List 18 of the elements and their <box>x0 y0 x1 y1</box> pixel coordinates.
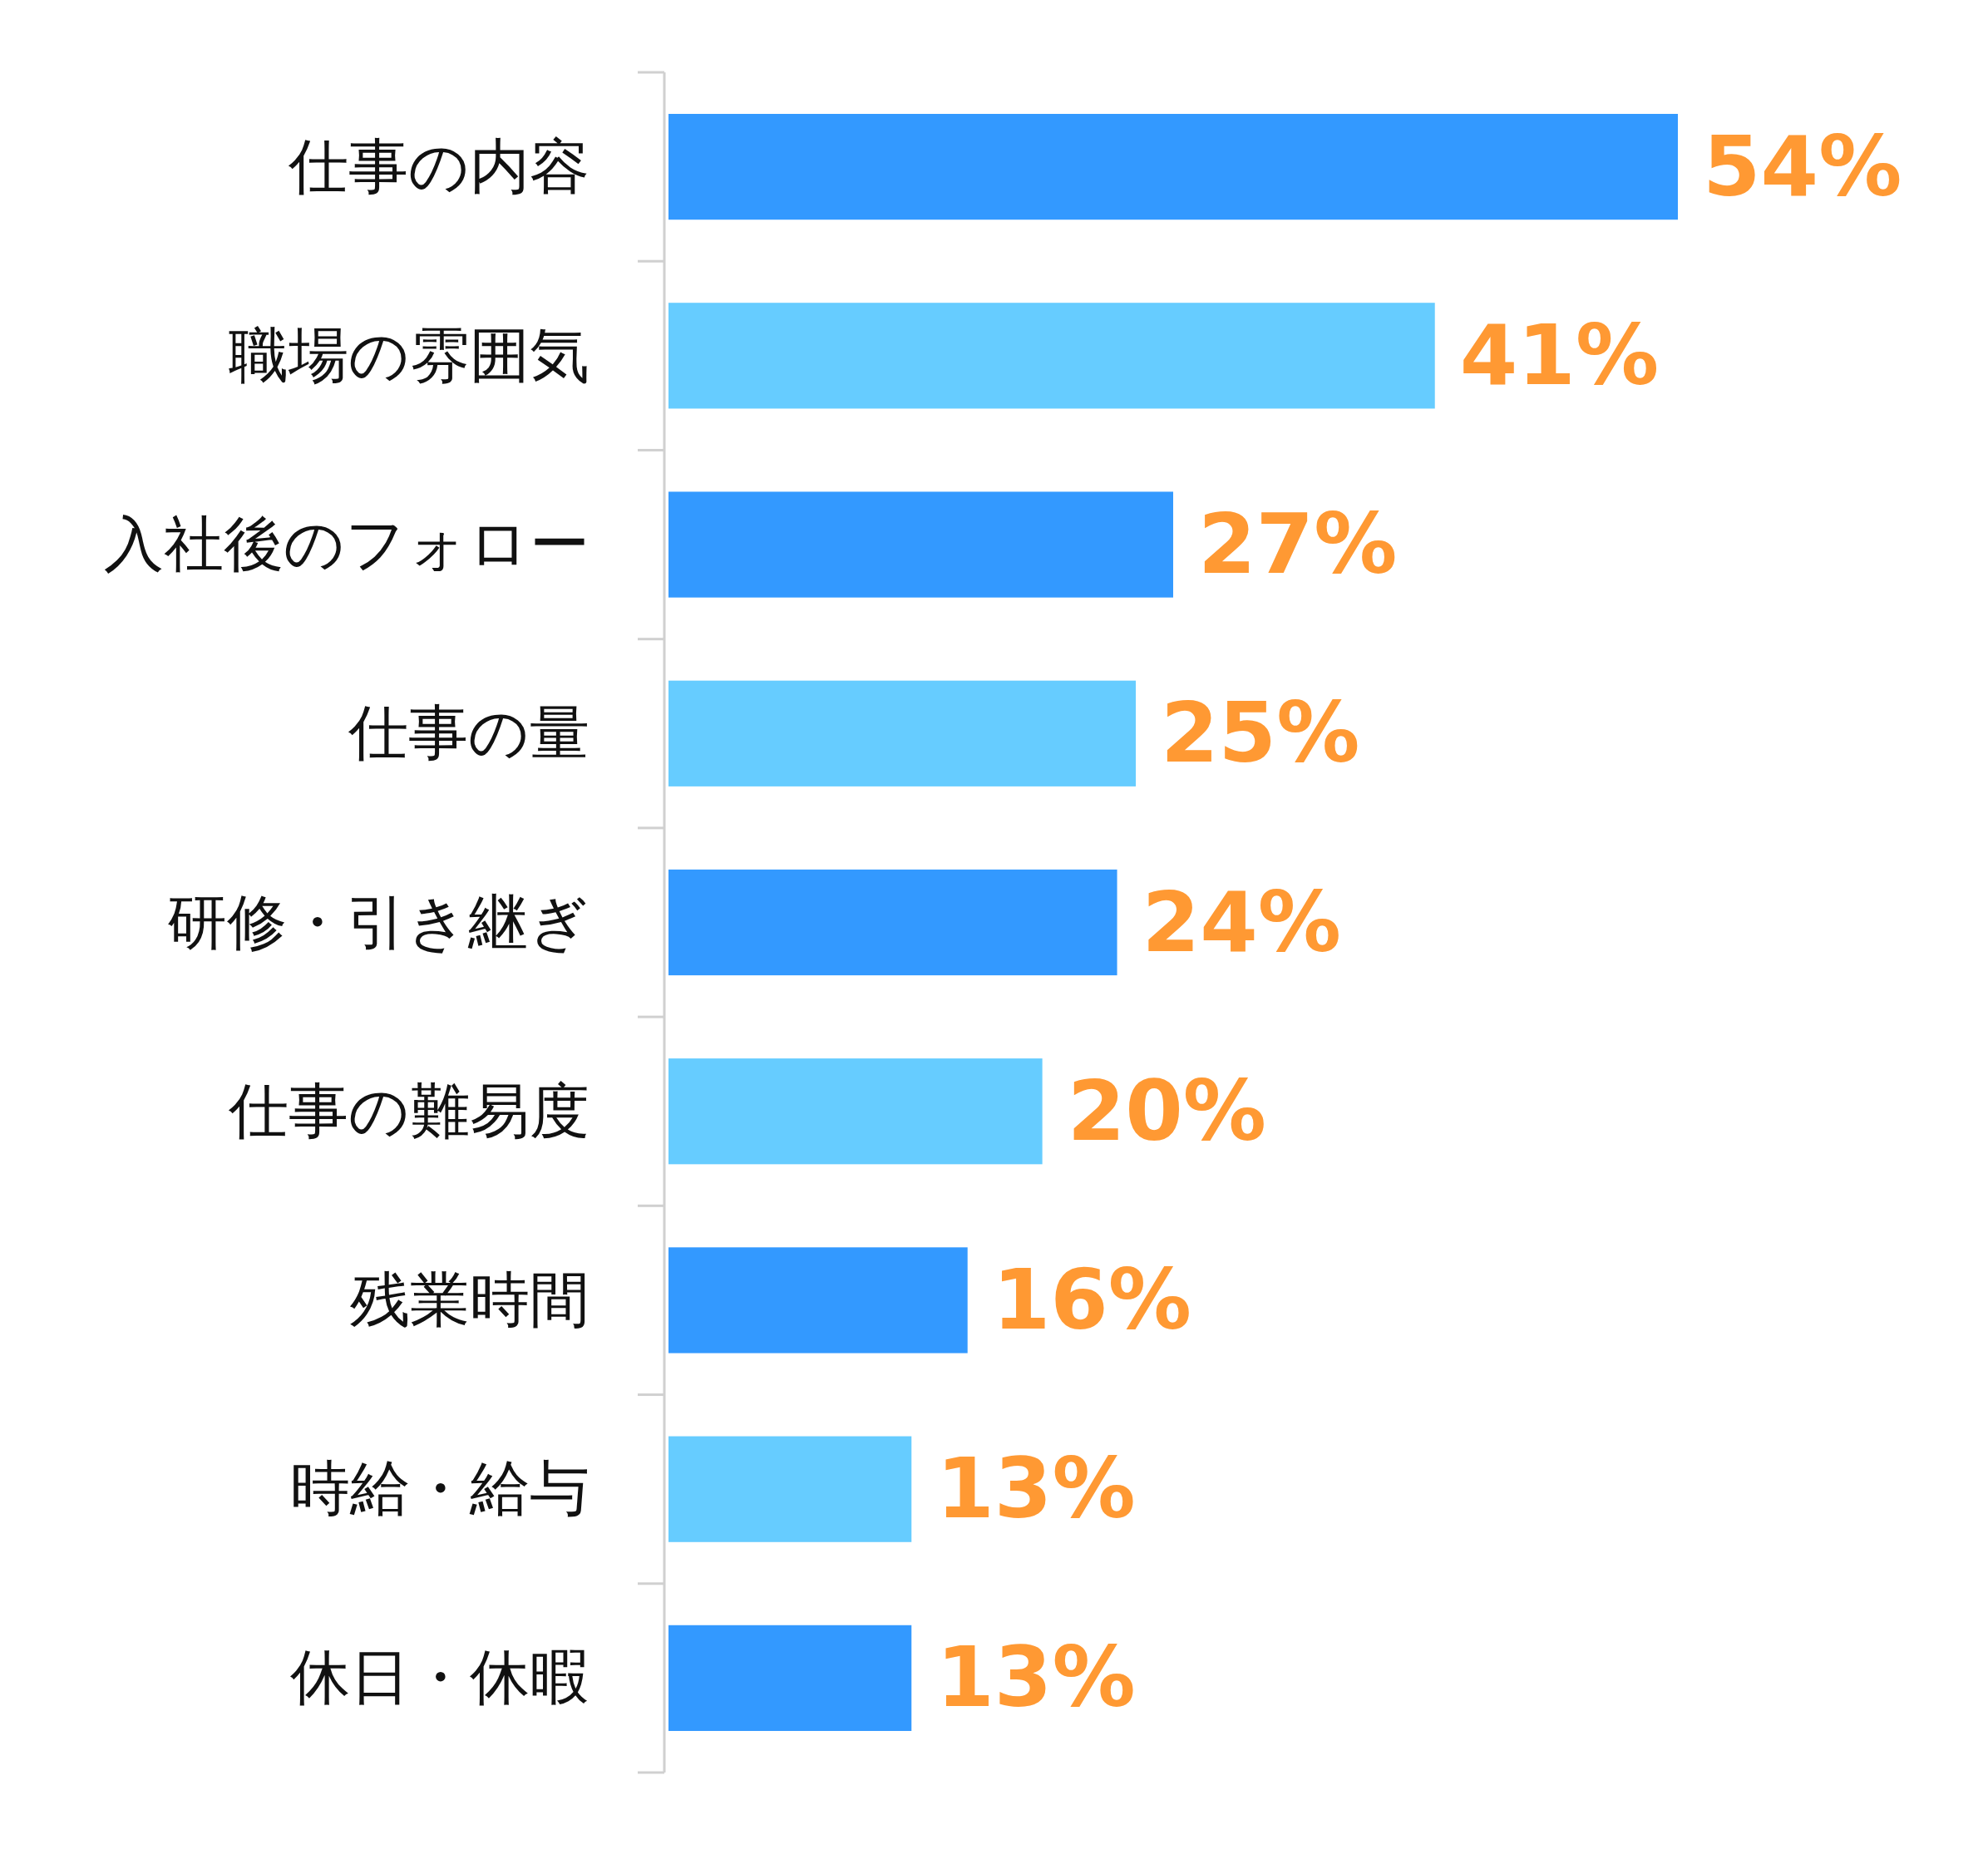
y-tick-label: 時給・給与 <box>290 1453 589 1524</box>
data-label: 20% <box>1067 1062 1266 1160</box>
data-label: 25% <box>1161 684 1360 782</box>
y-tick-label: 研修・引き継ぎ <box>167 886 589 957</box>
data-label: 27% <box>1198 496 1398 594</box>
data-label: 13% <box>936 1629 1136 1727</box>
y-tick-label: 仕事の難易度 <box>228 1075 589 1146</box>
data-label: 41% <box>1459 306 1660 404</box>
data-label: 16% <box>992 1250 1192 1349</box>
y-tick-label: 残業時間 <box>350 1264 589 1334</box>
data-label: 54% <box>1703 117 1902 215</box>
y-tick-label: 入社後のフォロー <box>104 509 589 579</box>
y-tick-label: 仕事の内容 <box>288 131 589 201</box>
y-tick-label: 職場の雰囲気 <box>229 319 589 390</box>
y-tick-label: 休日・休暇 <box>290 1642 589 1713</box>
data-label: 13% <box>936 1440 1136 1538</box>
y-tick-label: 仕事の量 <box>348 698 589 768</box>
data-label: 24% <box>1142 873 1341 971</box>
